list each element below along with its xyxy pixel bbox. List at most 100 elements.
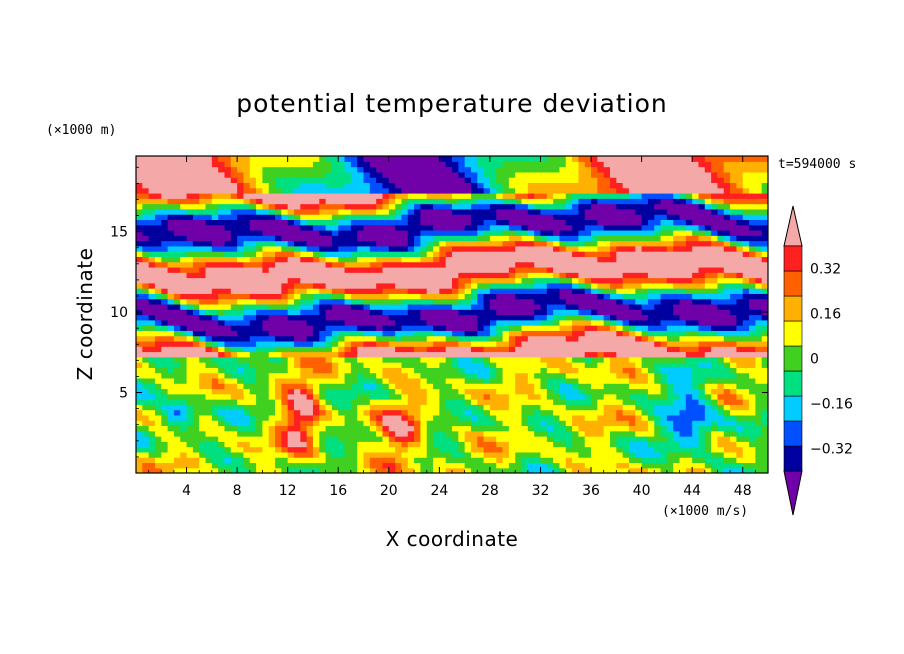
field-cell — [363, 367, 371, 374]
field-cell — [660, 362, 668, 368]
field-cell — [306, 377, 314, 384]
field-cell — [363, 372, 371, 379]
field-cell — [148, 335, 156, 342]
field-cell — [736, 293, 744, 300]
field-cell — [635, 261, 643, 268]
field-cell — [527, 303, 535, 310]
field-cell — [628, 277, 636, 284]
field-cell — [407, 340, 415, 347]
field-cell — [553, 356, 561, 363]
field-cell — [154, 240, 162, 247]
field-cell — [262, 462, 270, 469]
field-cell — [205, 393, 213, 400]
field-cell — [666, 235, 674, 242]
field-cell — [641, 229, 649, 236]
field-cell — [376, 282, 384, 289]
field-cell — [673, 467, 681, 473]
field-cell — [325, 377, 333, 384]
field-cell — [243, 362, 251, 368]
field-cell — [281, 409, 289, 416]
field-cell — [597, 208, 605, 215]
field-cell — [723, 240, 731, 247]
field-cell — [647, 414, 655, 421]
field-cell — [452, 277, 459, 284]
field-cell — [508, 362, 516, 368]
field-cell — [565, 462, 573, 469]
field-cell — [489, 346, 497, 353]
field-cell — [559, 282, 567, 289]
field-cell — [256, 319, 263, 326]
field-cell — [546, 346, 554, 353]
field-cell — [161, 404, 169, 411]
field-cell — [376, 356, 384, 363]
field-cell — [647, 309, 655, 316]
field-cell — [603, 393, 611, 400]
field-cell — [325, 214, 333, 220]
field-cell — [401, 314, 409, 321]
field-cell — [230, 309, 238, 316]
field-cell — [338, 266, 346, 273]
field-cell — [192, 224, 200, 231]
field-cell — [458, 224, 466, 231]
field-cell — [306, 351, 314, 358]
field-cell — [654, 245, 662, 252]
field-cell — [136, 404, 143, 411]
field-cell — [414, 462, 421, 469]
field-cell — [452, 393, 459, 400]
field-cell — [546, 266, 554, 273]
field-cell — [692, 229, 700, 236]
field-cell — [673, 446, 681, 453]
field-cell — [578, 383, 586, 390]
field-cell — [496, 351, 504, 358]
field-cell — [622, 372, 630, 379]
field-cell — [477, 372, 485, 379]
field-cell — [161, 351, 169, 358]
field-cell — [369, 288, 377, 294]
field-cell — [704, 362, 712, 368]
field-cell — [439, 441, 447, 448]
field-cell — [685, 319, 693, 326]
field-cell — [635, 219, 643, 226]
field-cell — [338, 425, 346, 432]
field-cell — [540, 335, 548, 342]
field-cell — [698, 235, 706, 242]
field-cell — [357, 272, 365, 279]
field-cell — [142, 309, 150, 316]
field-cell — [382, 288, 390, 294]
field-cell — [275, 383, 282, 390]
field-cell — [420, 420, 428, 427]
field-cell — [357, 303, 365, 310]
field-cell — [515, 240, 523, 247]
field-cell — [673, 436, 681, 442]
field-cell — [306, 467, 314, 473]
field-cell — [755, 351, 763, 358]
field-cell — [275, 404, 282, 411]
field-cell — [338, 277, 346, 284]
field-cell — [376, 446, 384, 453]
field-cell — [161, 235, 169, 242]
field-cell — [698, 340, 706, 347]
field-cell — [603, 404, 611, 411]
field-cell — [578, 330, 586, 337]
field-cell — [591, 399, 598, 405]
field-cell — [610, 462, 617, 469]
field-cell — [685, 293, 693, 300]
field-cell — [679, 409, 687, 416]
field-cell — [338, 388, 346, 395]
field-cell — [224, 399, 232, 405]
field-cell — [610, 214, 617, 220]
field-cell — [521, 409, 529, 416]
field-cell — [243, 330, 251, 337]
field-cell — [426, 388, 434, 395]
field-cell — [616, 293, 624, 300]
field-cell — [319, 362, 327, 368]
field-cell — [407, 261, 415, 268]
field-cell — [319, 340, 327, 347]
field-cell — [388, 399, 396, 405]
field-cell — [546, 325, 554, 331]
field-cell — [591, 272, 598, 279]
field-cell — [186, 462, 194, 469]
field-cell — [685, 393, 693, 400]
field-cell — [262, 351, 270, 358]
field-cell — [666, 441, 674, 448]
